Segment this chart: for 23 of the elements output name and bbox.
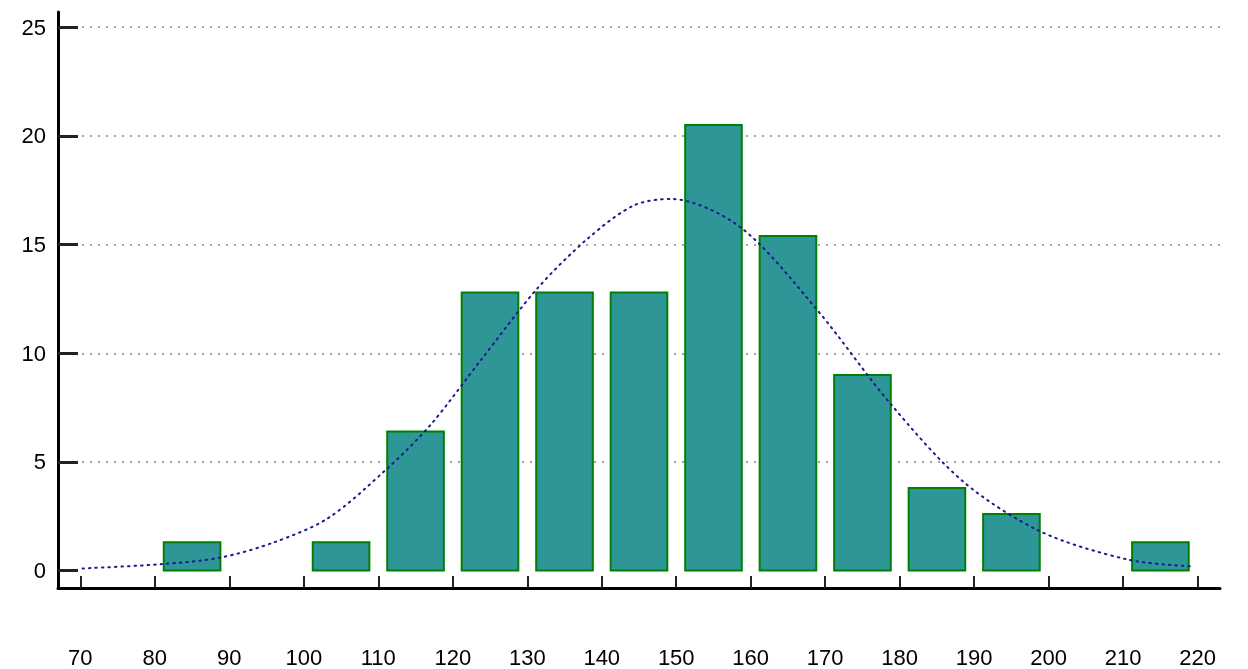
- y-tick-label: 20: [21, 123, 46, 149]
- x-tick-label: 70: [68, 644, 93, 669]
- x-tick-label: 200: [1030, 644, 1068, 669]
- x-tick-label: 210: [1104, 644, 1142, 669]
- x-tick-label: 180: [881, 644, 919, 669]
- x-tick-label: 220: [1179, 644, 1217, 669]
- line-series: [81, 197, 1192, 570]
- x-tick-label: 80: [142, 644, 168, 669]
- x-tick-label: 170: [806, 644, 844, 669]
- y-tick-label: 5: [33, 449, 46, 475]
- x-tick-label: 120: [434, 644, 472, 669]
- y-tick-label: 25: [21, 14, 46, 40]
- x-tick-label: 130: [508, 644, 546, 669]
- y-tick-label: 15: [21, 232, 46, 258]
- x-tick-label: 90: [217, 644, 242, 669]
- x-tick-label: 140: [583, 644, 621, 669]
- x-tick-label: 100: [285, 644, 323, 669]
- x-tick-label: 160: [732, 644, 770, 669]
- x-tick-label: 110: [360, 644, 396, 669]
- y-tick-label: 0: [33, 558, 46, 584]
- y-tick-label: 10: [21, 340, 46, 366]
- x-tick-label: 150: [657, 644, 695, 669]
- x-tick-label: 190: [955, 644, 993, 669]
